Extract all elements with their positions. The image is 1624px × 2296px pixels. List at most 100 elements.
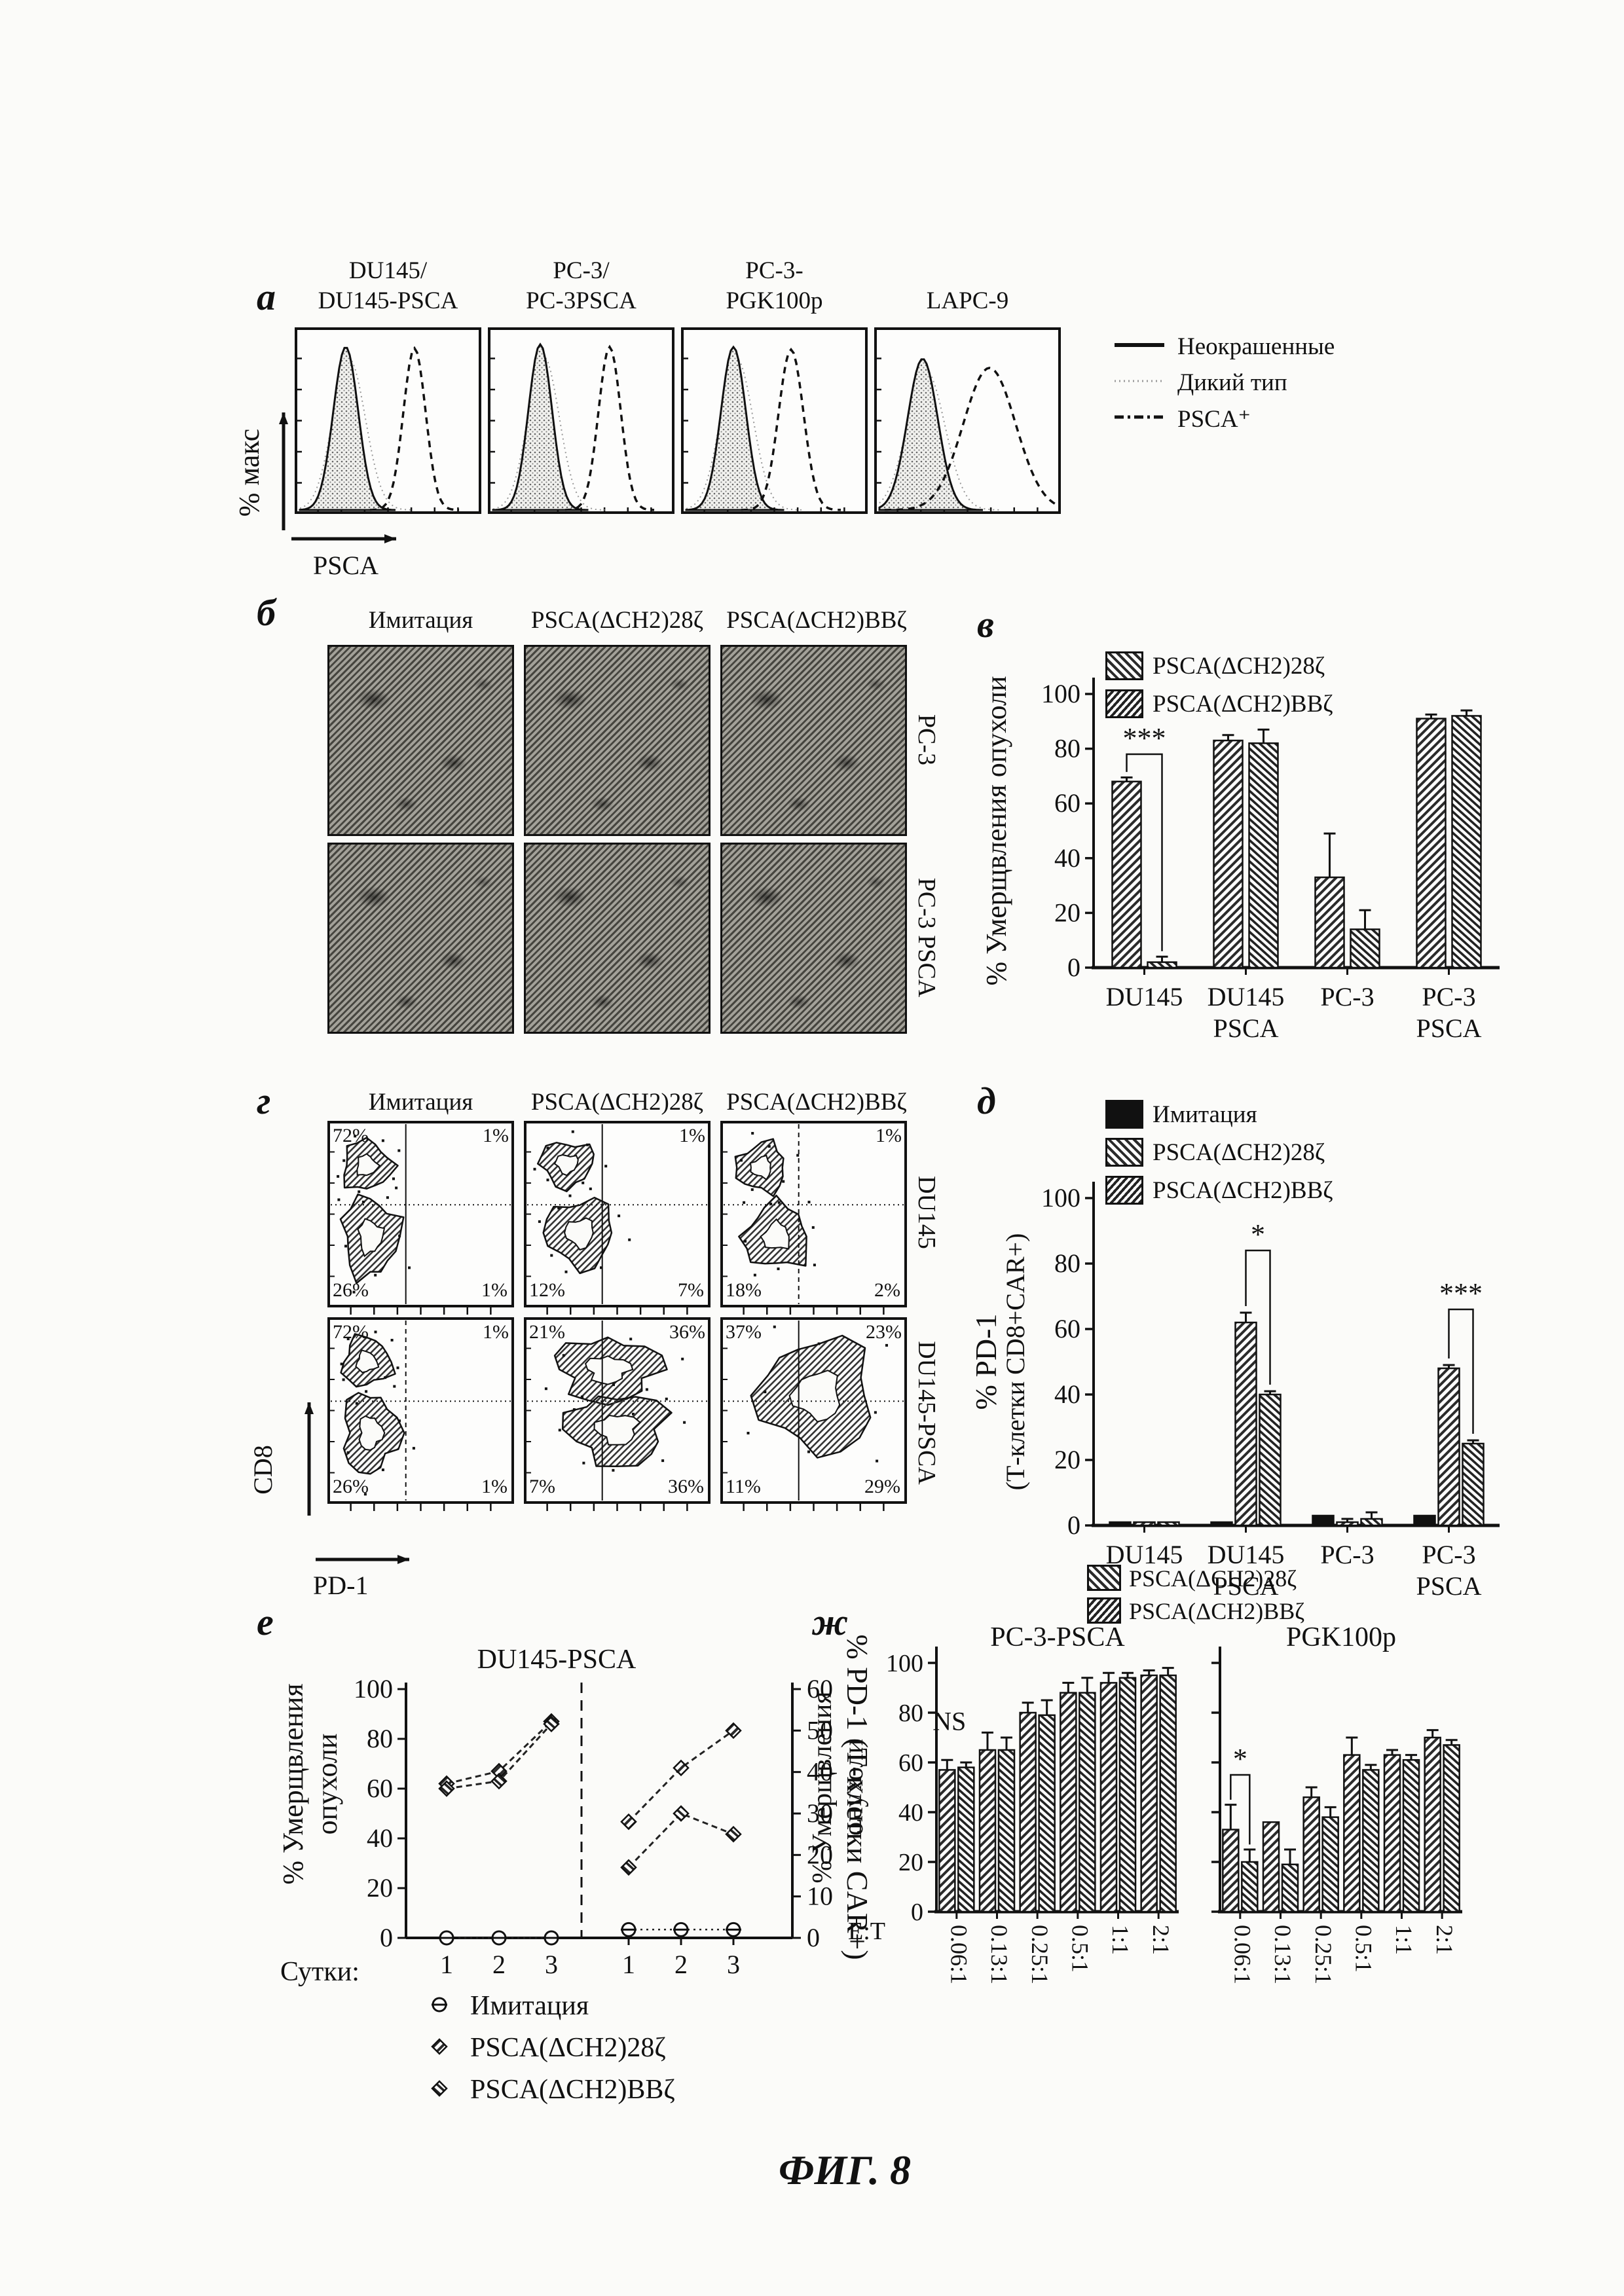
svg-text:PC-3: PC-3 xyxy=(1320,982,1374,1011)
svg-text:40: 40 xyxy=(807,1757,833,1787)
svg-text:30: 30 xyxy=(807,1798,833,1828)
quadrant-pct: 72% xyxy=(333,1321,369,1343)
quadrant-pct: 23% xyxy=(866,1321,902,1343)
svg-text:PSCA: PSCA xyxy=(1213,1571,1278,1601)
panel-a-ylabel: % макс xyxy=(233,428,265,517)
svg-text:60: 60 xyxy=(1054,788,1080,818)
svg-text:PC-3-PSCA: PC-3-PSCA xyxy=(990,1622,1125,1652)
micrograph-pc3psca-mock xyxy=(327,843,514,1034)
svg-text:40: 40 xyxy=(1054,1379,1080,1409)
axis-arrows-icon xyxy=(304,1402,409,1564)
panel-a-letter: а xyxy=(257,276,276,318)
circle-minus-marker-icon xyxy=(432,1997,447,2013)
column-header: Имитация xyxy=(368,607,473,634)
svg-text:DU145: DU145 xyxy=(1106,982,1183,1011)
hatch-swatch-bbz-icon xyxy=(1087,1597,1121,1624)
quadrant-pct: 2% xyxy=(874,1279,900,1301)
panel-g-xlabel: PD-1 xyxy=(313,1571,369,1600)
svg-text:100: 100 xyxy=(1041,1183,1080,1212)
contour-plot xyxy=(327,1317,514,1511)
svg-text:0: 0 xyxy=(807,1923,820,1952)
flow-plot-du145-28z: 1% 12% 7% xyxy=(524,1121,710,1324)
bar-chart-pgk100p-et: 0.06:1 0.13:1 0.25:1 0.5:1 1:1 2:1 PGK100p * xyxy=(1211,1622,1462,1984)
hist-title-line2: PGK100p xyxy=(726,287,823,314)
flow-plot-du145psca-mock: 72% 1% 26% 1% xyxy=(327,1317,514,1520)
row-label: DU145 xyxy=(913,1176,940,1249)
legend-label: PSCA(ΔCH2)BBζ xyxy=(1153,691,1333,718)
panel-g-letter: г xyxy=(257,1080,271,1122)
svg-text:0.25:1: 0.25:1 xyxy=(1310,1925,1337,1984)
svg-text:NS: NS xyxy=(932,1707,966,1736)
svg-text:PGK100p: PGK100p xyxy=(1286,1622,1396,1652)
quadrant-pct: 21% xyxy=(529,1321,565,1343)
svg-text:2:1: 2:1 xyxy=(1148,1925,1174,1955)
panel-b-letter: б xyxy=(257,591,276,634)
svg-text:0.5:1: 0.5:1 xyxy=(1351,1925,1377,1973)
flow-plot-du145psca-bbz: 37% 23% 11% 29% xyxy=(720,1317,907,1520)
micrograph-pc3psca-28z xyxy=(524,843,710,1034)
line-chart-du145psca: 0 20 40 60 80 100 0 10 20 30 40 50 60 1 2 3 1 2 3 DU145-PSC… xyxy=(354,1645,833,1979)
quadrant-pct: 36% xyxy=(669,1321,705,1343)
panel-zh-ylabel-line2: опухоли xyxy=(839,1739,869,1836)
svg-text:3: 3 xyxy=(727,1950,740,1979)
panel-d-ylabel-line1: % PD-1 xyxy=(969,1313,1003,1410)
legend-label: Неокрашенные xyxy=(1177,333,1335,360)
svg-text:PSCA: PSCA xyxy=(1416,1013,1481,1043)
svg-text:20: 20 xyxy=(367,1873,393,1903)
svg-text:PSCA: PSCA xyxy=(1213,1013,1278,1043)
svg-text:1: 1 xyxy=(440,1950,453,1979)
column-header: PSCA(ΔCH2)28ζ xyxy=(530,1089,704,1116)
svg-text:DU145: DU145 xyxy=(1208,982,1285,1011)
svg-text:1:1: 1:1 xyxy=(1107,1925,1134,1955)
column-header: PSCA(ΔCH2)28ζ xyxy=(530,607,704,634)
svg-text:100: 100 xyxy=(886,1650,923,1677)
svg-text:PSCA: PSCA xyxy=(1416,1571,1481,1601)
flow-histogram-du145 xyxy=(295,327,481,514)
diamond-marker-28z-icon xyxy=(431,2038,448,2055)
svg-text:10: 10 xyxy=(807,1882,833,1911)
figure-caption: ФИГ. 8 xyxy=(778,2147,912,2193)
bar-chart-pc3psca-et: 0 20 40 60 80 100 0.06:1 0.13:1 0.25:1 0.5:1 1:1 2:… xyxy=(886,1622,1179,1984)
flow-plot-du145-bbz: 1% 18% 2% xyxy=(720,1121,907,1324)
contour-plot xyxy=(524,1317,710,1511)
svg-text:50: 50 xyxy=(807,1715,833,1745)
micrograph-pc3-bbz xyxy=(720,645,907,836)
svg-text:***: *** xyxy=(1123,722,1166,754)
dotted-line-icon xyxy=(1115,380,1164,382)
flow-histogram-pc3 xyxy=(488,327,674,514)
legend-label: Имитация xyxy=(1153,1101,1257,1128)
quadrant-pct: 1% xyxy=(679,1125,705,1146)
svg-text:2:1: 2:1 xyxy=(1431,1925,1458,1955)
quadrant-pct: 7% xyxy=(678,1279,704,1301)
panel-zh-ylabel-line1: % Умерщвления xyxy=(807,1691,838,1884)
quadrant-pct: 26% xyxy=(333,1476,369,1497)
hist-title-line1: PC-3- xyxy=(745,257,803,284)
svg-text:40: 40 xyxy=(1054,843,1080,873)
svg-text:0.06:1: 0.06:1 xyxy=(946,1925,972,1984)
quadrant-pct: 18% xyxy=(726,1279,762,1301)
hist-title-line2: DU145-PSCA xyxy=(318,287,458,314)
panel-d-letter: д xyxy=(977,1080,996,1122)
svg-text:1: 1 xyxy=(622,1950,635,1979)
legend-label: PSCA(ΔCH2)BBζ xyxy=(470,2075,675,2105)
flow-plot-du145psca-28z: 21% 36% 7% 36% xyxy=(524,1317,710,1520)
svg-text:PC-3: PC-3 xyxy=(1320,1540,1374,1569)
hatch-swatch-28z-icon xyxy=(1105,651,1143,680)
column-header: PSCA(ΔCH2)BBζ xyxy=(726,1089,907,1116)
svg-text:0.06:1: 0.06:1 xyxy=(1230,1925,1256,1984)
svg-text:20: 20 xyxy=(1054,1445,1080,1474)
flow-histogram-pgk100p xyxy=(681,327,868,514)
svg-text:DU145: DU145 xyxy=(1208,1540,1285,1569)
svg-text:20: 20 xyxy=(807,1840,833,1869)
quadrant-pct: 29% xyxy=(864,1476,900,1497)
axis-arrows-icon xyxy=(279,412,396,543)
legend-label: Дикий тип xyxy=(1177,369,1287,396)
panel-d-ylabel-line2: (Т-клетки CD8+CAR+) xyxy=(1001,1233,1030,1491)
panel-a-xlabel: PSCA xyxy=(313,551,379,580)
legend-label: Имитация xyxy=(470,1991,589,2021)
micrograph-pc3psca-bbz xyxy=(720,843,907,1034)
row-label: PC-3 PSCA xyxy=(913,877,940,998)
svg-text:***: *** xyxy=(1439,1277,1483,1309)
solid-swatch-mock-icon xyxy=(1105,1100,1143,1129)
